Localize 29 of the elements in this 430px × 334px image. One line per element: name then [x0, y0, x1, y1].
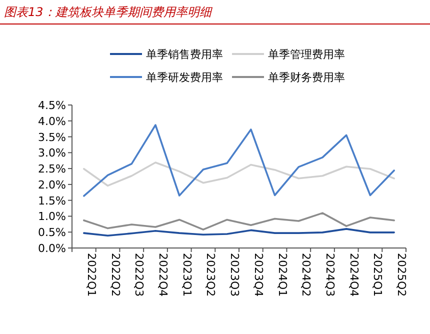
- x-tick-label: 2025Q2: [395, 253, 408, 297]
- x-tick-label: 2022Q1: [84, 253, 98, 297]
- x-tick-label: 2022Q4: [156, 253, 170, 297]
- y-tick-label: 4.0%: [38, 114, 66, 128]
- x-tick-label: 2023Q2: [204, 253, 218, 297]
- legend-label: 单季销售费用率: [146, 48, 223, 61]
- y-tick-label: 1.0%: [38, 210, 66, 224]
- y-tick-label: 4.5%: [38, 99, 66, 112]
- y-tick-label: 3.5%: [38, 130, 66, 144]
- y-tick-label: 2.0%: [38, 178, 66, 192]
- y-tick-label: 0.0%: [38, 242, 66, 255]
- x-tick-label: 2022Q3: [132, 253, 146, 297]
- y-tick-label: 2.5%: [38, 162, 66, 176]
- legend-label: 单季研发费用率: [146, 71, 223, 84]
- x-tick-label: 2022Q2: [108, 253, 122, 297]
- y-tick-label: 1.5%: [38, 194, 66, 208]
- legend-label: 单季财务费用率: [268, 71, 345, 84]
- x-tick-label: 2023Q3: [228, 253, 242, 297]
- y-tick-label: 3.0%: [38, 146, 66, 160]
- x-tick-label: 2024Q3: [324, 253, 336, 297]
- title: 图表13：建筑板块单季期间费用率明细: [4, 5, 212, 19]
- x-tick-label: 2024Q1: [276, 253, 289, 297]
- x-tick-label: 2024Q2: [300, 253, 313, 297]
- x-tick-label: 2023Q4: [252, 253, 265, 297]
- legend-label: 单季管理费用率: [268, 48, 345, 61]
- x-tick-label: 2023Q1: [180, 253, 194, 297]
- x-tick-label: 2025Q1: [371, 253, 384, 297]
- x-tick-label: 2024Q4: [347, 253, 360, 297]
- y-tick-label: 0.5%: [38, 226, 66, 240]
